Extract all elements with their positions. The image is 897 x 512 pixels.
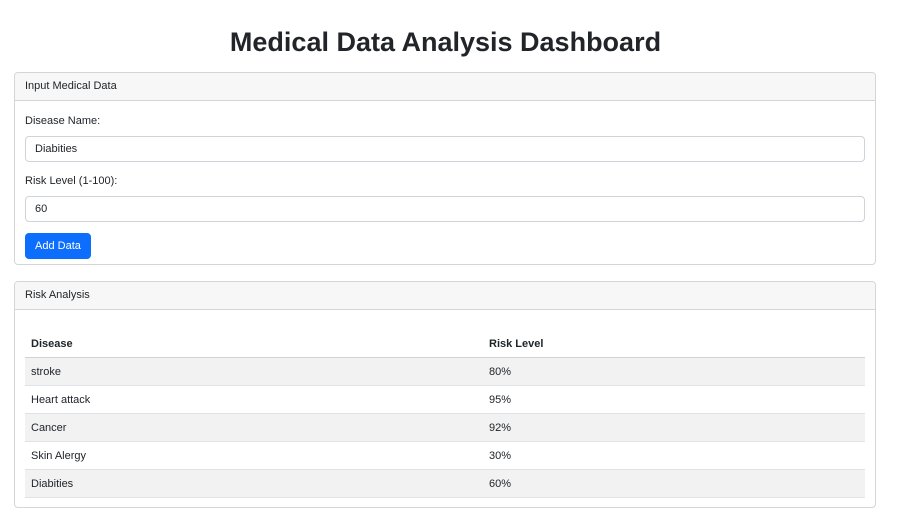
- disease-name-label: Disease Name:: [25, 115, 101, 127]
- input-card-header: Input Medical Data: [15, 73, 875, 101]
- risk-card-header: Risk Analysis: [15, 282, 875, 310]
- disease-cell: Heart attack: [25, 385, 483, 414]
- page-title: Medical Data Analysis Dashboard: [229, 27, 662, 57]
- table-row: Skin Alergy 30%: [25, 441, 865, 470]
- risk-card-body: Disease Risk Level stroke 80% Heart atta…: [15, 310, 875, 498]
- risk-level-cell: 95%: [483, 385, 865, 414]
- risk-level-cell: 92%: [483, 413, 865, 442]
- risk-analysis-card: Risk Analysis Disease Risk Level stroke …: [14, 281, 876, 508]
- disease-cell: Cancer: [25, 413, 483, 442]
- risk-level-group: Risk Level (1-100):: [25, 173, 865, 222]
- risk-level-cell: 30%: [483, 441, 865, 470]
- risk-level-input[interactable]: [25, 196, 865, 222]
- table-row: Heart attack 95%: [25, 385, 865, 414]
- disease-cell: stroke: [25, 357, 483, 386]
- risk-level-cell: 60%: [483, 469, 865, 498]
- disease-name-input[interactable]: [25, 136, 865, 162]
- add-data-button[interactable]: Add Data: [25, 233, 91, 259]
- table-row: Cancer 92%: [25, 413, 865, 442]
- disease-cell: Diabities: [25, 469, 483, 498]
- disease-name-group: Disease Name:: [25, 113, 865, 162]
- input-card-body: Disease Name: Risk Level (1-100): Add Da…: [15, 101, 875, 259]
- column-header-disease: Disease: [25, 330, 483, 358]
- risk-level-label: Risk Level (1-100):: [25, 175, 118, 187]
- table-row: Diabities 60%: [25, 469, 865, 498]
- column-header-risk-level: Risk Level: [483, 330, 865, 358]
- risk-table: Disease Risk Level stroke 80% Heart atta…: [25, 330, 865, 498]
- table-header-row: Disease Risk Level: [25, 330, 865, 358]
- input-medical-data-card: Input Medical Data Disease Name: Risk Le…: [14, 72, 876, 265]
- disease-cell: Skin Alergy: [25, 441, 483, 470]
- risk-level-cell: 80%: [483, 357, 865, 386]
- table-row: stroke 80%: [25, 357, 865, 386]
